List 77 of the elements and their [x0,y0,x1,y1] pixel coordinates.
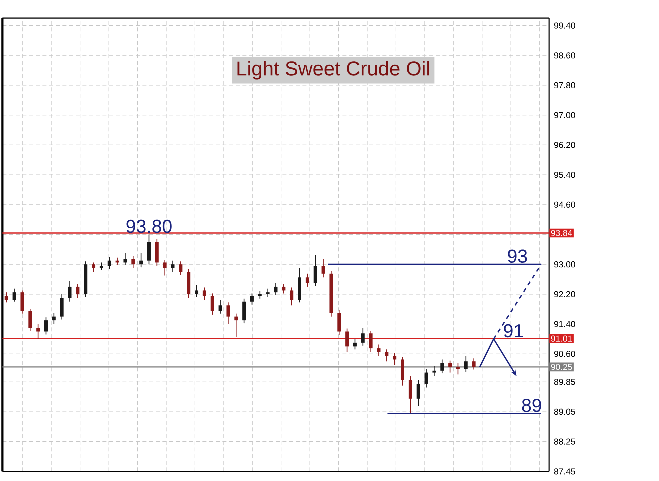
y-tick-label: 95.40 [554,172,576,178]
ref-line-label: 90.25 [551,364,572,370]
annotation: 93 [508,250,528,263]
candlestick [314,254,318,287]
candlestick [52,312,56,325]
annotation: 91 [504,324,524,338]
annotation: 93.80 [126,220,172,234]
candlestick [242,298,246,324]
candlestick [234,313,238,338]
candlestick [416,380,420,407]
candlestick [44,317,48,336]
candlestick [472,358,476,370]
candlestick [408,376,412,414]
y-tick-label: 97.80 [554,82,576,89]
y-tick-label: 90.60 [554,351,576,358]
candlestick [282,284,286,294]
candlestick [132,256,136,269]
text: Light Sweet Crude Oil [238,61,430,80]
candlestick [155,238,159,267]
candlestick [92,262,96,272]
y-tick-label: 91.40 [554,321,576,328]
candlestick [361,328,365,346]
candlestick [179,261,183,276]
candlestick [76,284,80,299]
candlestick [322,258,326,278]
candlestick [346,328,350,353]
candlestick [385,349,389,362]
candlestick [147,234,151,265]
y-tick-label: 89.85 [554,379,576,386]
candlestick [210,293,214,316]
y-tick-label: 88.25 [554,438,576,445]
candlestick [124,252,128,266]
candlestick [440,359,444,374]
candlestick [306,274,310,288]
candlestick [424,368,428,388]
y-tick-label: 89.05 [554,408,576,416]
candlestick [290,287,294,306]
y-tick-label: 98.60 [554,52,576,59]
y-tick-label: 99.40 [554,22,576,29]
candlestick [195,284,199,298]
candlestick [28,308,32,332]
candlestick [20,290,24,314]
candlestick [401,356,405,386]
candlestick [250,293,254,306]
candlestick [218,300,222,314]
candlestick [338,310,342,336]
candlestick [448,360,452,374]
candlestick [353,338,357,350]
y-tick-label: 97.00 [554,112,576,118]
annotation: 89 [522,399,542,412]
candlestick [393,352,397,366]
candlestick [266,288,270,298]
candlestick [432,366,436,377]
ref-line-label: 93.84 [551,230,572,236]
candlestick [456,363,460,376]
candlestick [4,292,8,304]
y-tick-label: 92.20 [554,291,576,298]
candlestick [171,260,175,272]
candlestick [108,256,112,270]
y-tick-label: 87.45 [554,468,576,475]
candlestick [12,288,16,302]
y-tick-label: 94.60 [554,202,576,208]
candlestick [298,268,302,304]
candlestick [68,280,72,302]
candlestick [464,356,468,372]
candlestick [163,260,167,276]
candlestick [226,302,230,325]
candlestick [60,294,64,320]
y-tick-label: 96.20 [554,142,576,148]
ref-line-label: 91.01 [551,336,572,342]
candlestick [202,287,206,300]
y-tick-label: 93.00 [554,262,576,268]
candlestick [377,344,381,356]
candlestick [187,268,191,299]
candlestick [369,330,373,353]
candlestick [36,324,40,340]
candlestick [140,252,144,268]
